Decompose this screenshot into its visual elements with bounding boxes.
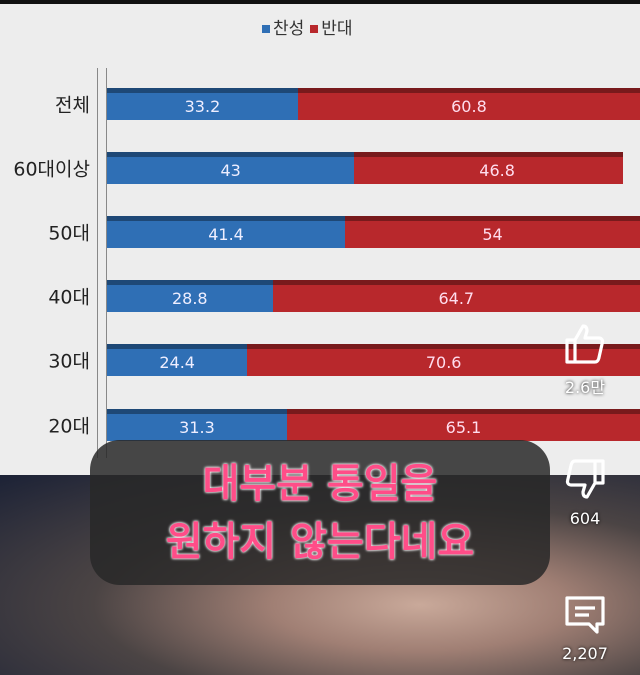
chart-legend: 찬성 반대 [262,14,353,39]
data-label: 65.1 [445,418,482,437]
data-label: 43 [220,161,241,180]
dislike-count: 604 [569,509,601,528]
chart: 찬성 반대 전체 33.2 60.8 60대이상 43 46.8 50대 41.4 54 40대 2… [0,0,640,475]
category-label: 40대 [48,286,90,309]
caption-line-1: 대부분 통일을 [202,460,438,507]
dislike-button[interactable]: 604 [550,455,620,528]
comments-button[interactable]: 2,207 [550,590,620,663]
data-label: 24.4 [159,353,195,372]
data-label: 31.3 [179,418,215,437]
bar-oppose: 65.1 [286,409,640,441]
category-label: 20대 [48,415,90,438]
data-label: 60.8 [451,97,487,116]
thumbs-up-icon [565,324,605,364]
bar-agree: 31.3 [107,409,287,441]
data-label: 28.8 [171,289,208,308]
comment-count: 2,207 [562,644,608,663]
bar-oppose: 60.8 [297,88,640,120]
caption-box: 대부분 통일을 원하지 않는다네요 [90,440,550,585]
thumbs-down-icon [565,459,605,499]
data-label: 46.8 [479,161,515,180]
bar-agree: 33.2 [107,88,298,120]
category-label: 전체 [55,94,90,117]
bar-oppose: 64.7 [272,280,640,312]
category-label: 30대 [48,350,90,373]
data-label: 64.7 [438,289,475,308]
category-label: 50대 [48,222,90,245]
legend-agree: 찬성 [273,19,305,39]
data-label: 41.4 [208,225,244,244]
bar-oppose: 54 [345,216,640,248]
like-button[interactable]: 2.6만 [550,320,620,398]
bar-agree: 24.4 [107,344,248,376]
y-axis [97,68,107,458]
caption-line-2: 원하지 않는다네요 [165,518,475,565]
bar-agree: 41.4 [107,216,346,248]
data-label: 54 [482,225,503,244]
like-count: 2.6만 [564,378,606,397]
bar-agree: 28.8 [107,280,273,312]
category-label: 60대이상 [13,158,90,181]
bar-agree: 43 [107,152,355,184]
legend-oppose: 반대 [321,19,353,39]
comment-icon [565,596,605,634]
bar-oppose: 46.8 [354,152,624,184]
data-label: 70.6 [425,353,462,372]
data-label: 33.2 [184,97,221,116]
